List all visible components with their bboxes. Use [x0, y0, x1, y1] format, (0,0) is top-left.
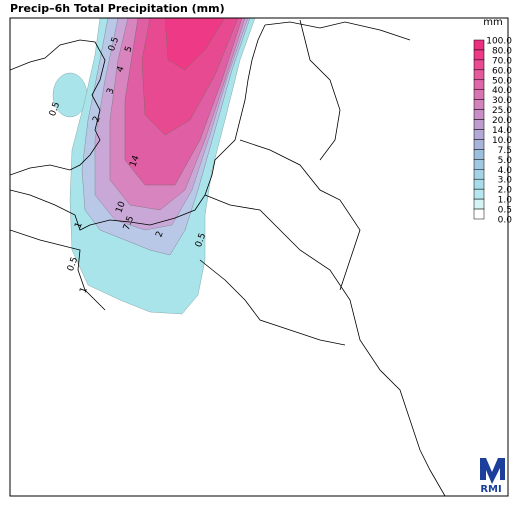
contour-label: 0.5	[66, 256, 80, 273]
colorbar-label: 80.0	[492, 46, 512, 56]
contour-label: 10	[114, 200, 127, 214]
map-title: Precip–6h Total Precipitation (mm)	[10, 2, 225, 15]
colorbar-label: 14.0	[492, 126, 512, 136]
colorbar-swatch	[473, 139, 485, 150]
precip-field	[52, 18, 256, 315]
colorbar-label: 100.0	[486, 37, 512, 47]
colorbar-swatch	[473, 178, 485, 190]
colorbar-swatch	[473, 169, 485, 180]
colorbar-swatch	[473, 208, 485, 220]
colorbar-swatch	[473, 188, 485, 200]
contour-label: 0.5	[107, 36, 121, 53]
colorbar-label: 70.0	[492, 56, 512, 66]
colorbar-swatch	[473, 89, 485, 100]
contour-label: 1	[73, 221, 84, 230]
colorbar-label: 30.0	[492, 96, 512, 106]
colorbar-label: 2.0	[498, 186, 513, 196]
colorbar-label: 7.5	[498, 146, 512, 156]
colorbar-swatch	[473, 69, 485, 81]
logo-text: RMI	[480, 484, 501, 495]
contour-label: 2	[91, 115, 102, 124]
colorbar-swatch	[473, 79, 485, 90]
contour-label: 0.5	[194, 232, 208, 249]
colorbar-label: 10.0	[492, 136, 512, 146]
colorbar-swatch	[473, 119, 485, 130]
contour-label: 4	[115, 65, 126, 74]
colorbar-swatch	[473, 39, 485, 51]
contour-label: 5	[123, 45, 134, 54]
colorbar-label: 25.0	[492, 106, 512, 116]
colorbar-label: 5.0	[498, 156, 513, 166]
coastlines	[10, 19, 446, 496]
colorbar-swatch	[473, 49, 485, 61]
colorbar-swatch	[473, 109, 485, 120]
contour-label: 0.5	[48, 101, 62, 118]
colorbar-label: 20.0	[492, 116, 512, 126]
contour-label: 14	[128, 154, 141, 168]
colorbar-label: 3.0	[498, 176, 513, 186]
colorbar: 100.080.070.060.050.040.030.025.020.014.…	[473, 37, 513, 226]
colorbar-label: 40.0	[492, 86, 512, 96]
colorbar-unit: mm	[483, 17, 502, 28]
contour-label: 2	[154, 230, 165, 239]
colorbar-label: 60.0	[492, 66, 512, 76]
colorbar-label: 1.0	[498, 196, 513, 206]
contour-label: 1	[78, 286, 89, 295]
colorbar-swatch	[473, 198, 485, 210]
colorbar-swatch	[473, 149, 485, 160]
colorbar-label: 0.0	[498, 216, 513, 226]
colorbar-label: 4.0	[498, 166, 513, 176]
colorbar-swatch	[473, 59, 485, 71]
colorbar-swatch	[473, 99, 485, 110]
logo: RMI	[480, 458, 505, 495]
colorbar-label: 50.0	[492, 76, 512, 86]
colorbar-label: 0.5	[498, 206, 512, 216]
colorbar-swatch	[473, 129, 485, 140]
contour-label: 3	[105, 87, 116, 96]
contour-label: 7.5	[122, 215, 136, 232]
colorbar-swatch	[473, 159, 485, 170]
